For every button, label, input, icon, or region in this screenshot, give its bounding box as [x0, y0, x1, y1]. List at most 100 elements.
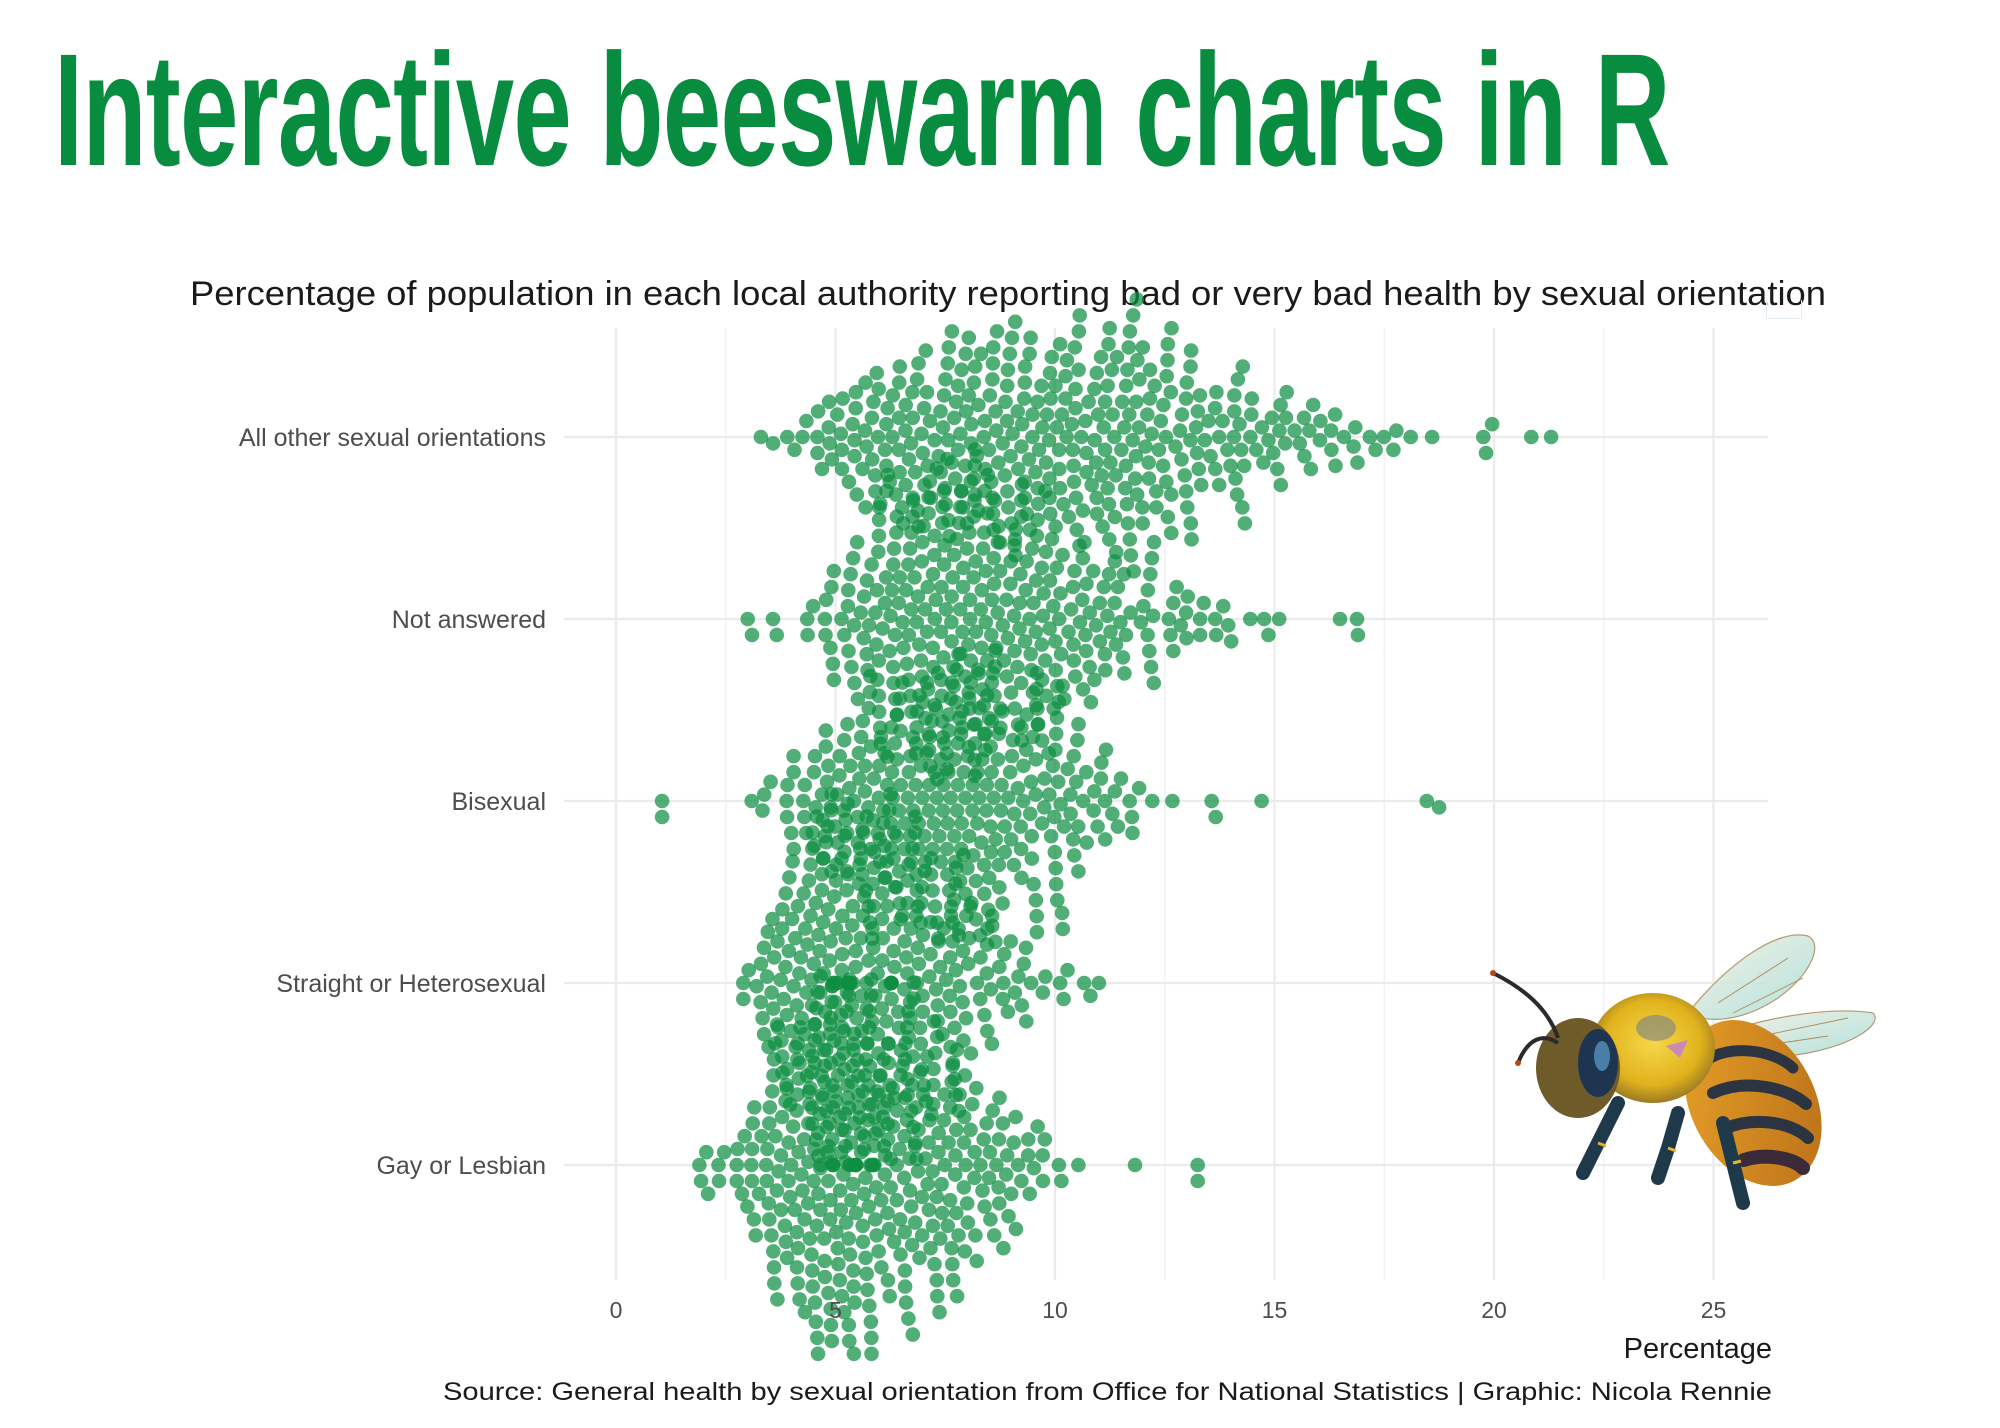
- data-point[interactable]: [964, 895, 979, 911]
- data-point[interactable]: [948, 1148, 963, 1163]
- data-point[interactable]: [759, 1173, 775, 1189]
- data-point[interactable]: [766, 1052, 782, 1067]
- data-point[interactable]: [1140, 582, 1156, 598]
- data-point[interactable]: [1131, 780, 1147, 796]
- data-point[interactable]: [907, 1138, 923, 1154]
- data-point[interactable]: [918, 1151, 933, 1166]
- data-point[interactable]: [852, 857, 867, 872]
- data-point[interactable]: [931, 1144, 946, 1160]
- data-point[interactable]: [997, 468, 1013, 483]
- data-point[interactable]: [996, 975, 1011, 991]
- data-point[interactable]: [1128, 448, 1144, 464]
- data-point[interactable]: [967, 442, 983, 457]
- data-point[interactable]: [982, 388, 998, 403]
- data-point[interactable]: [1051, 442, 1067, 458]
- data-point[interactable]: [987, 659, 1003, 674]
- data-point[interactable]: [989, 1157, 1004, 1173]
- data-point[interactable]: [1017, 359, 1033, 374]
- data-point[interactable]: [934, 515, 950, 531]
- data-point[interactable]: [1023, 330, 1038, 346]
- data-point[interactable]: [800, 627, 815, 643]
- data-point[interactable]: [884, 841, 899, 856]
- data-point[interactable]: [809, 1218, 825, 1234]
- data-point[interactable]: [956, 1135, 972, 1150]
- data-point[interactable]: [973, 346, 989, 362]
- data-point[interactable]: [898, 582, 914, 598]
- data-point[interactable]: [823, 934, 838, 949]
- data-point[interactable]: [990, 752, 1006, 767]
- data-point[interactable]: [1089, 490, 1104, 506]
- data-point[interactable]: [905, 384, 920, 400]
- data-point[interactable]: [797, 1304, 813, 1320]
- data-point[interactable]: [1024, 851, 1040, 866]
- data-point[interactable]: [848, 943, 863, 959]
- data-point[interactable]: [885, 388, 901, 403]
- data-point[interactable]: [1003, 685, 1019, 700]
- data-point[interactable]: [837, 1304, 852, 1320]
- data-point[interactable]: [1036, 586, 1051, 601]
- data-point[interactable]: [1058, 391, 1073, 406]
- data-point[interactable]: [1001, 1208, 1016, 1224]
- data-point[interactable]: [1049, 420, 1065, 435]
- data-point[interactable]: [1118, 627, 1134, 643]
- data-point[interactable]: [949, 1122, 964, 1138]
- data-point[interactable]: [1089, 506, 1105, 522]
- data-point[interactable]: [762, 1212, 777, 1227]
- data-point[interactable]: [971, 790, 987, 806]
- data-point[interactable]: [1159, 368, 1174, 384]
- data-point[interactable]: [973, 1157, 988, 1173]
- data-point[interactable]: [1082, 659, 1097, 675]
- data-point[interactable]: [796, 793, 811, 809]
- data-point[interactable]: [862, 1298, 877, 1314]
- data-point[interactable]: [845, 918, 860, 933]
- data-point[interactable]: [763, 774, 778, 790]
- data-point[interactable]: [1140, 627, 1155, 643]
- data-point[interactable]: [765, 611, 781, 627]
- data-point[interactable]: [1048, 662, 1063, 678]
- data-point[interactable]: [806, 1173, 821, 1189]
- data-point[interactable]: [1067, 563, 1082, 579]
- data-point[interactable]: [842, 1333, 857, 1349]
- data-point[interactable]: [897, 1128, 912, 1144]
- data-point[interactable]: [1007, 806, 1022, 822]
- data-point[interactable]: [1007, 985, 1023, 1000]
- data-point[interactable]: [955, 994, 970, 1010]
- data-point[interactable]: [833, 1144, 849, 1160]
- data-point[interactable]: [764, 1228, 779, 1243]
- data-point[interactable]: [1097, 646, 1113, 662]
- data-point[interactable]: [1068, 400, 1083, 416]
- data-point[interactable]: [865, 940, 881, 956]
- data-point[interactable]: [919, 745, 934, 761]
- data-point[interactable]: [855, 1084, 871, 1099]
- data-point[interactable]: [1079, 445, 1094, 461]
- data-point[interactable]: [883, 1180, 898, 1195]
- data-point[interactable]: [755, 1010, 770, 1026]
- data-point[interactable]: [879, 1014, 894, 1029]
- data-point[interactable]: [1183, 343, 1199, 358]
- data-point[interactable]: [1021, 452, 1037, 467]
- data-point[interactable]: [955, 704, 970, 719]
- data-point[interactable]: [792, 1292, 807, 1307]
- data-point[interactable]: [1204, 793, 1219, 809]
- data-point[interactable]: [1030, 512, 1045, 528]
- data-point[interactable]: [1010, 404, 1025, 419]
- data-point[interactable]: [1476, 429, 1491, 445]
- data-point[interactable]: [1018, 940, 1034, 956]
- data-point[interactable]: [693, 1173, 709, 1189]
- data-point[interactable]: [895, 675, 910, 690]
- data-point[interactable]: [1183, 516, 1199, 531]
- data-point[interactable]: [912, 688, 927, 703]
- data-point[interactable]: [921, 506, 936, 521]
- data-point[interactable]: [1177, 468, 1192, 483]
- data-point[interactable]: [948, 962, 964, 978]
- data-point[interactable]: [794, 1167, 809, 1182]
- data-point[interactable]: [963, 474, 979, 489]
- data-point[interactable]: [856, 1186, 872, 1202]
- data-point[interactable]: [890, 1103, 905, 1118]
- data-point[interactable]: [1098, 742, 1114, 758]
- data-point[interactable]: [832, 1183, 848, 1198]
- data-point[interactable]: [880, 1205, 895, 1221]
- data-point[interactable]: [846, 1263, 861, 1278]
- data-point[interactable]: [1035, 985, 1051, 1000]
- data-point[interactable]: [859, 439, 874, 454]
